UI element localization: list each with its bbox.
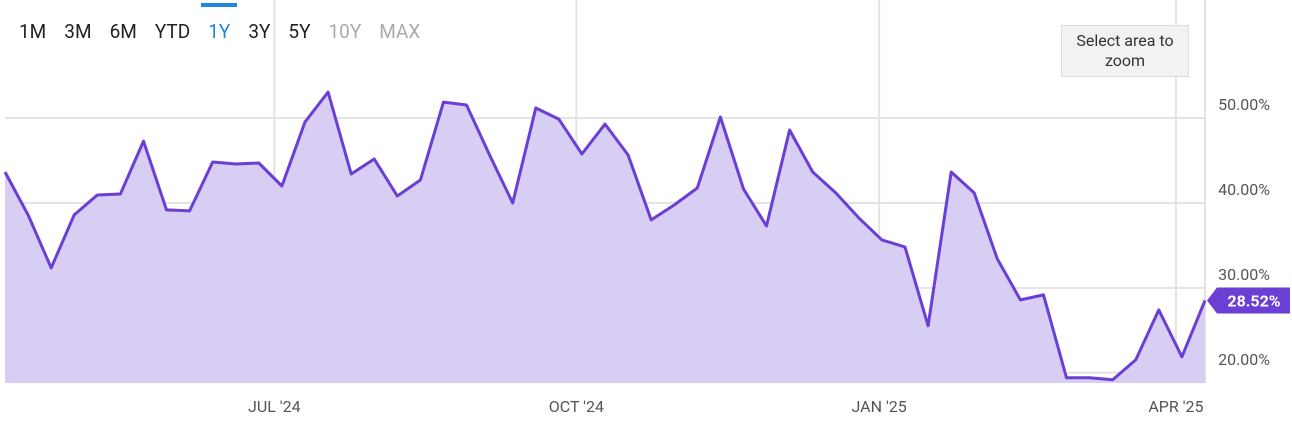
y-tick-label: 30.00% bbox=[1218, 265, 1270, 284]
value-label-box bbox=[1207, 287, 1290, 314]
x-tick-label: JUL '24 bbox=[248, 397, 301, 416]
value-label: 28.52% bbox=[1227, 291, 1280, 310]
range-button[interactable]: 6M bbox=[109, 20, 137, 43]
x-tick-label: APR '25 bbox=[1148, 397, 1203, 416]
x-tick-label: JAN '25 bbox=[852, 397, 907, 416]
area bbox=[5, 92, 1205, 383]
y-tick-label: 40.00% bbox=[1218, 180, 1270, 199]
range-button[interactable]: 1M bbox=[19, 20, 47, 43]
range-button: MAX bbox=[379, 20, 421, 43]
range-button[interactable]: 1Y bbox=[199, 3, 239, 44]
range-button[interactable]: 5Y bbox=[288, 20, 311, 43]
y-tick-label: 20.00% bbox=[1218, 350, 1270, 369]
range-button[interactable]: 3Y bbox=[248, 20, 271, 43]
range-button: 10Y bbox=[328, 20, 362, 43]
y-tick-label: 50.00% bbox=[1218, 95, 1270, 114]
range-button[interactable]: 3M bbox=[64, 20, 92, 43]
line bbox=[3, 90, 1207, 382]
x-tick-label: OCT '24 bbox=[549, 397, 604, 416]
range-button[interactable]: YTD bbox=[154, 20, 191, 43]
zoom-hint: Select area to zoom bbox=[1061, 25, 1189, 77]
range-selector: 1M 3M 6M YTD 1Y 3Y 5Y 10Y MAX bbox=[10, 3, 429, 44]
